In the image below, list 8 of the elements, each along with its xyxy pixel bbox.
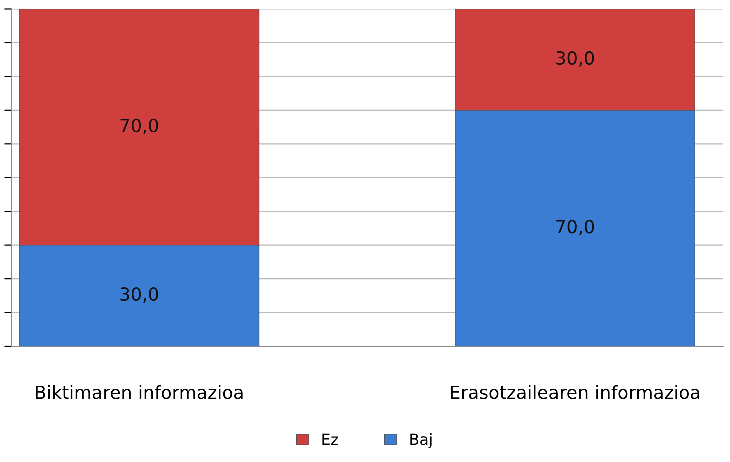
x-tick-label: Erasotzailearen informazioa bbox=[451, 385, 700, 400]
x-tick-label: Biktimaren informazioa bbox=[36, 385, 243, 400]
data-label: 70,0 bbox=[556, 220, 594, 236]
data-label: 30,0 bbox=[556, 51, 594, 67]
legend-label: Ez bbox=[322, 434, 338, 446]
legend-label: Baj bbox=[410, 433, 432, 448]
data-label: 30,0 bbox=[120, 287, 158, 303]
data-label: 70,0 bbox=[120, 118, 158, 134]
